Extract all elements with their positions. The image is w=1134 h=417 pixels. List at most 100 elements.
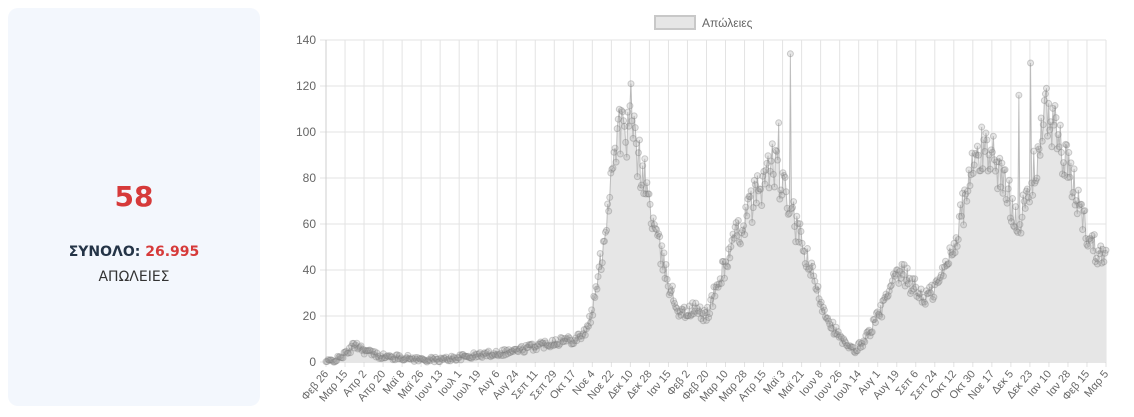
data-point <box>1092 254 1100 262</box>
data-point <box>633 173 641 181</box>
data-point <box>614 115 622 123</box>
data-point <box>453 356 461 364</box>
data-point <box>966 182 974 190</box>
data-point <box>852 347 860 355</box>
data-point <box>469 353 477 361</box>
data-point <box>881 293 889 301</box>
data-point <box>564 333 572 341</box>
data-point <box>682 312 690 320</box>
data-point <box>404 351 412 359</box>
data-point <box>829 318 837 326</box>
data-point <box>413 353 421 361</box>
data-point <box>807 271 815 279</box>
data-point <box>685 302 693 310</box>
data-point <box>930 293 938 301</box>
data-point <box>702 316 710 324</box>
data-point <box>867 329 875 337</box>
data-point <box>939 272 947 280</box>
data-point <box>471 351 479 359</box>
data-point <box>1039 121 1047 129</box>
data-point <box>522 342 530 349</box>
data-point <box>918 298 926 306</box>
data-point <box>987 146 995 154</box>
data-point <box>809 262 817 270</box>
data-point <box>927 289 935 297</box>
data-point <box>1062 140 1070 148</box>
data-point <box>521 348 529 356</box>
data-point <box>664 282 672 290</box>
data-point <box>648 225 656 233</box>
data-point <box>1033 174 1041 182</box>
data-point <box>604 200 612 208</box>
data-point <box>909 275 917 283</box>
data-point <box>971 149 979 157</box>
data-point <box>422 357 430 365</box>
data-point <box>350 339 358 347</box>
chart-legend[interactable]: Απώλειες <box>654 15 753 30</box>
data-point <box>731 223 739 231</box>
data-point <box>778 191 786 199</box>
stat-card: 58 ΣΥΝΟΛΟ: 26.995 ΑΠΩΛΕΙΕΣ <box>8 8 260 406</box>
data-point <box>804 265 812 273</box>
data-point <box>647 220 655 228</box>
data-point <box>1084 242 1092 250</box>
data-point <box>1025 198 1033 206</box>
data-point <box>872 309 880 317</box>
series-line <box>325 53 1107 364</box>
data-point <box>661 274 669 282</box>
data-point <box>594 273 602 281</box>
data-point <box>973 142 981 150</box>
card-subtitle: ΑΠΩΛΕΙΕΣ <box>98 269 170 285</box>
data-point <box>638 181 646 189</box>
data-point <box>810 272 818 280</box>
data-point <box>722 258 730 266</box>
data-point <box>478 353 486 361</box>
data-point <box>919 293 927 301</box>
data-point <box>1070 165 1078 173</box>
data-point <box>950 239 958 247</box>
data-point <box>324 356 332 364</box>
data-point <box>426 357 434 365</box>
data-point <box>1052 114 1060 122</box>
data-point <box>527 341 535 349</box>
data-point <box>430 358 438 366</box>
data-point <box>1004 185 1012 193</box>
data-point <box>562 337 570 345</box>
data-point <box>484 348 492 356</box>
data-point <box>525 341 533 349</box>
data-point <box>1065 149 1073 157</box>
data-point <box>1080 207 1088 215</box>
data-point <box>533 342 541 350</box>
data-point <box>956 201 964 209</box>
data-point <box>960 221 968 229</box>
data-point <box>1049 104 1057 112</box>
data-point <box>928 281 936 289</box>
data-point <box>1068 193 1076 201</box>
data-point <box>715 280 723 288</box>
data-point <box>689 299 697 307</box>
data-point <box>668 282 676 290</box>
data-point <box>742 203 750 211</box>
data-point <box>362 347 370 355</box>
data-point <box>581 331 589 339</box>
data-point <box>988 148 996 156</box>
data-point <box>982 129 990 137</box>
data-point <box>457 356 465 364</box>
data-point <box>440 354 448 362</box>
data-point <box>396 355 404 363</box>
data-point <box>974 151 982 159</box>
data-point <box>665 291 673 299</box>
data-point <box>949 250 957 258</box>
data-point <box>677 311 685 319</box>
data-point <box>642 190 650 198</box>
data-point <box>442 353 450 361</box>
data-point <box>433 355 441 363</box>
data-point <box>1046 126 1054 134</box>
data-point <box>785 209 793 217</box>
data-point <box>1032 177 1040 185</box>
data-point <box>725 245 733 253</box>
data-point <box>325 356 333 364</box>
data-point <box>773 147 781 155</box>
data-point <box>1072 197 1080 205</box>
data-point <box>757 185 765 193</box>
